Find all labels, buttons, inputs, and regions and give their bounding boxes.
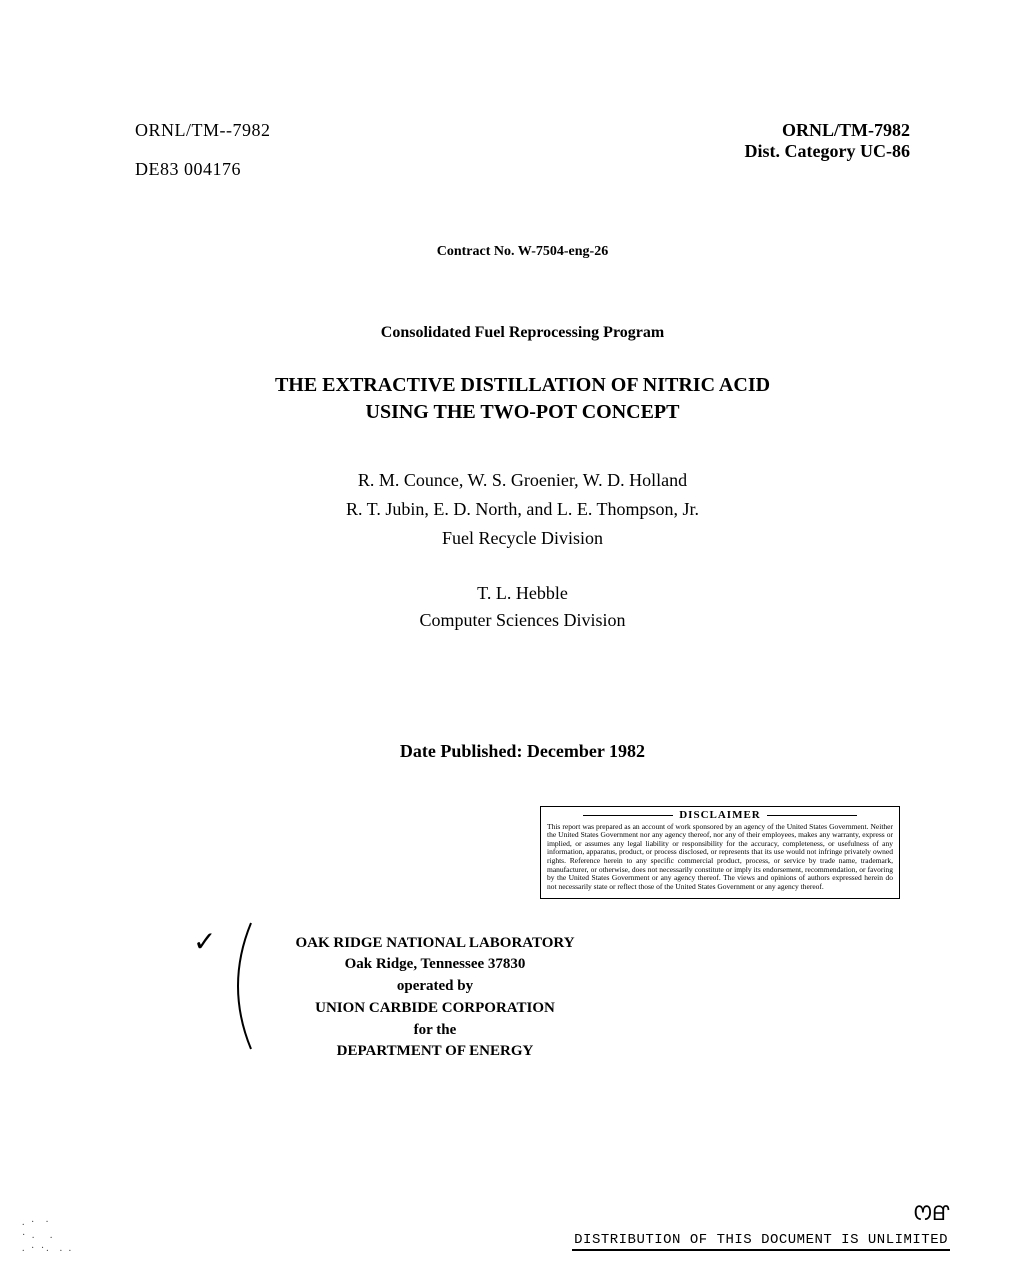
division-1: Fuel Recycle Division bbox=[135, 528, 910, 549]
title-line-2: USING THE TWO-POT CONCEPT bbox=[135, 399, 910, 426]
disclaimer-box: DISCLAIMER This report was prepared as a… bbox=[540, 806, 900, 899]
hand-mark-icon: ꯁꯔ bbox=[572, 1197, 950, 1228]
lab-line-4: UNION CARBIDE CORPORATION bbox=[255, 998, 615, 1020]
authors-line-1: R. M. Counce, W. S. Groenier, W. D. Holl… bbox=[135, 466, 910, 495]
contract-number: Contract No. W-7504-eng-26 bbox=[135, 244, 910, 260]
scan-noise: . · · · . . . · ·. . . bbox=[22, 1216, 73, 1255]
paren-icon bbox=[219, 921, 259, 1051]
checkmark-icon: ✓ bbox=[193, 925, 216, 959]
disclaimer-text: This report was prepared as an account o… bbox=[547, 823, 893, 892]
publication-date: Date Published: December 1982 bbox=[135, 741, 910, 762]
report-id-right: ORNL/TM-7982 bbox=[745, 120, 910, 141]
report-id-left-2: DE83 004176 bbox=[135, 159, 271, 180]
lab-line-1: OAK RIDGE NATIONAL LABORATORY bbox=[255, 933, 615, 955]
lab-line-5: for the bbox=[255, 1020, 615, 1042]
disclaimer-title: DISCLAIMER bbox=[547, 809, 893, 821]
distribution-stamp: DISTRIBUTION OF THIS DOCUMENT IS UNLIMIT… bbox=[572, 1232, 950, 1251]
lab-line-6: DEPARTMENT OF ENERGY bbox=[255, 1041, 615, 1063]
dist-category: Dist. Category UC-86 bbox=[745, 141, 910, 162]
lab-line-2: Oak Ridge, Tennessee 37830 bbox=[255, 954, 615, 976]
program-name: Consolidated Fuel Reprocessing Program bbox=[135, 324, 910, 342]
authors-line-2: R. T. Jubin, E. D. North, and L. E. Thom… bbox=[135, 495, 910, 524]
lab-block: ✓ OAK RIDGE NATIONAL LABORATORY Oak Ridg… bbox=[255, 933, 615, 1064]
title-line-1: THE EXTRACTIVE DISTILLATION OF NITRIC AC… bbox=[135, 372, 910, 399]
lab-line-3: operated by bbox=[255, 976, 615, 998]
author-secondary: T. L. Hebble bbox=[135, 583, 910, 604]
division-2: Computer Sciences Division bbox=[135, 610, 910, 631]
report-id-left-1: ORNL/TM--7982 bbox=[135, 120, 271, 141]
